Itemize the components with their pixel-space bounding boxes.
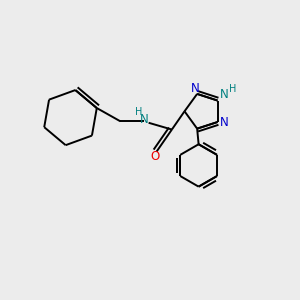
Text: H: H: [135, 106, 142, 117]
Text: N: N: [220, 116, 228, 128]
Text: O: O: [151, 150, 160, 164]
Text: N: N: [191, 82, 200, 94]
Text: N: N: [220, 88, 228, 101]
Text: H: H: [229, 84, 237, 94]
Text: N: N: [140, 113, 149, 126]
